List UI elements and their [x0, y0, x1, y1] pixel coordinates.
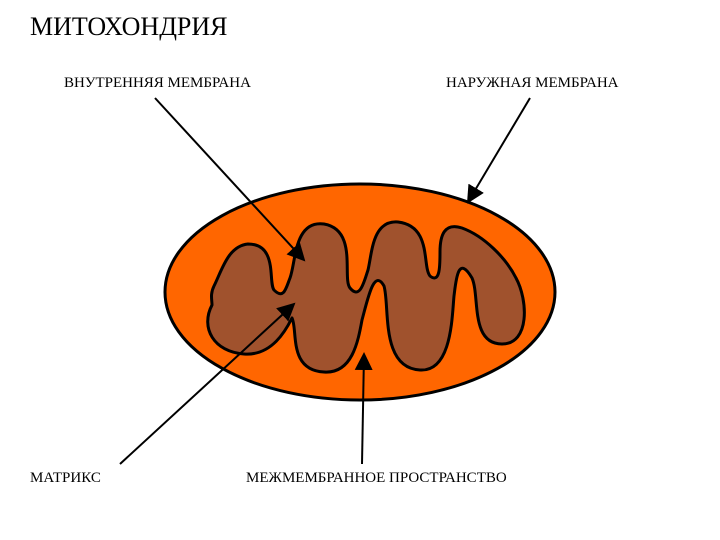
- label-inner-membrane: ВНУТРЕННЯЯ МЕМБРАНА: [64, 75, 251, 92]
- outer-membrane-arrow: [468, 98, 530, 202]
- label-intermembrane: МЕЖМЕМБРАННОЕ ПРОСТРАНСТВО: [246, 470, 507, 487]
- label-matrix: МАТРИКС: [30, 470, 101, 487]
- diagram-title: МИТОХОНДРИЯ: [30, 12, 228, 42]
- label-outer-membrane: НАРУЖНАЯ МЕМБРАНА: [446, 75, 619, 92]
